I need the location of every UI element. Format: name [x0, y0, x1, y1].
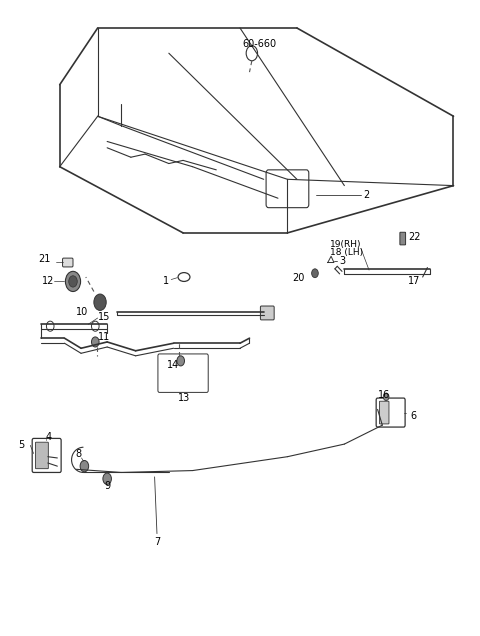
- Text: 12: 12: [42, 277, 54, 286]
- Circle shape: [312, 269, 318, 278]
- FancyBboxPatch shape: [266, 170, 309, 208]
- Text: 15: 15: [97, 312, 110, 322]
- Text: 9: 9: [105, 481, 111, 492]
- FancyBboxPatch shape: [62, 258, 73, 267]
- Text: 8: 8: [75, 448, 81, 459]
- Circle shape: [94, 294, 106, 310]
- Circle shape: [103, 473, 111, 485]
- Circle shape: [177, 356, 184, 366]
- Circle shape: [65, 272, 81, 291]
- Text: 14: 14: [167, 360, 179, 370]
- Text: 13: 13: [179, 393, 191, 403]
- Text: 21: 21: [38, 254, 51, 265]
- Text: 16: 16: [378, 390, 390, 400]
- Text: 6: 6: [411, 411, 417, 421]
- Circle shape: [92, 337, 99, 347]
- Circle shape: [384, 393, 389, 401]
- Text: 5: 5: [18, 440, 24, 450]
- Text: 18 (LH): 18 (LH): [330, 248, 363, 257]
- FancyBboxPatch shape: [158, 354, 208, 392]
- FancyBboxPatch shape: [400, 232, 406, 245]
- Text: 11: 11: [97, 332, 110, 342]
- Text: 17: 17: [408, 277, 421, 286]
- Text: 7: 7: [155, 537, 161, 547]
- FancyBboxPatch shape: [36, 442, 48, 469]
- Text: 2: 2: [363, 190, 370, 200]
- Circle shape: [80, 460, 89, 472]
- FancyBboxPatch shape: [261, 306, 274, 320]
- Text: 60-660: 60-660: [242, 39, 276, 49]
- Text: 3: 3: [340, 256, 346, 266]
- FancyBboxPatch shape: [32, 438, 61, 473]
- Circle shape: [69, 276, 77, 287]
- Text: 1: 1: [163, 277, 169, 286]
- Text: 10: 10: [76, 307, 88, 317]
- Text: 19(RH): 19(RH): [330, 240, 361, 249]
- FancyBboxPatch shape: [380, 401, 389, 424]
- FancyBboxPatch shape: [376, 398, 405, 427]
- Text: 20: 20: [293, 273, 305, 282]
- Text: 4: 4: [46, 431, 52, 441]
- Text: 22: 22: [408, 232, 421, 242]
